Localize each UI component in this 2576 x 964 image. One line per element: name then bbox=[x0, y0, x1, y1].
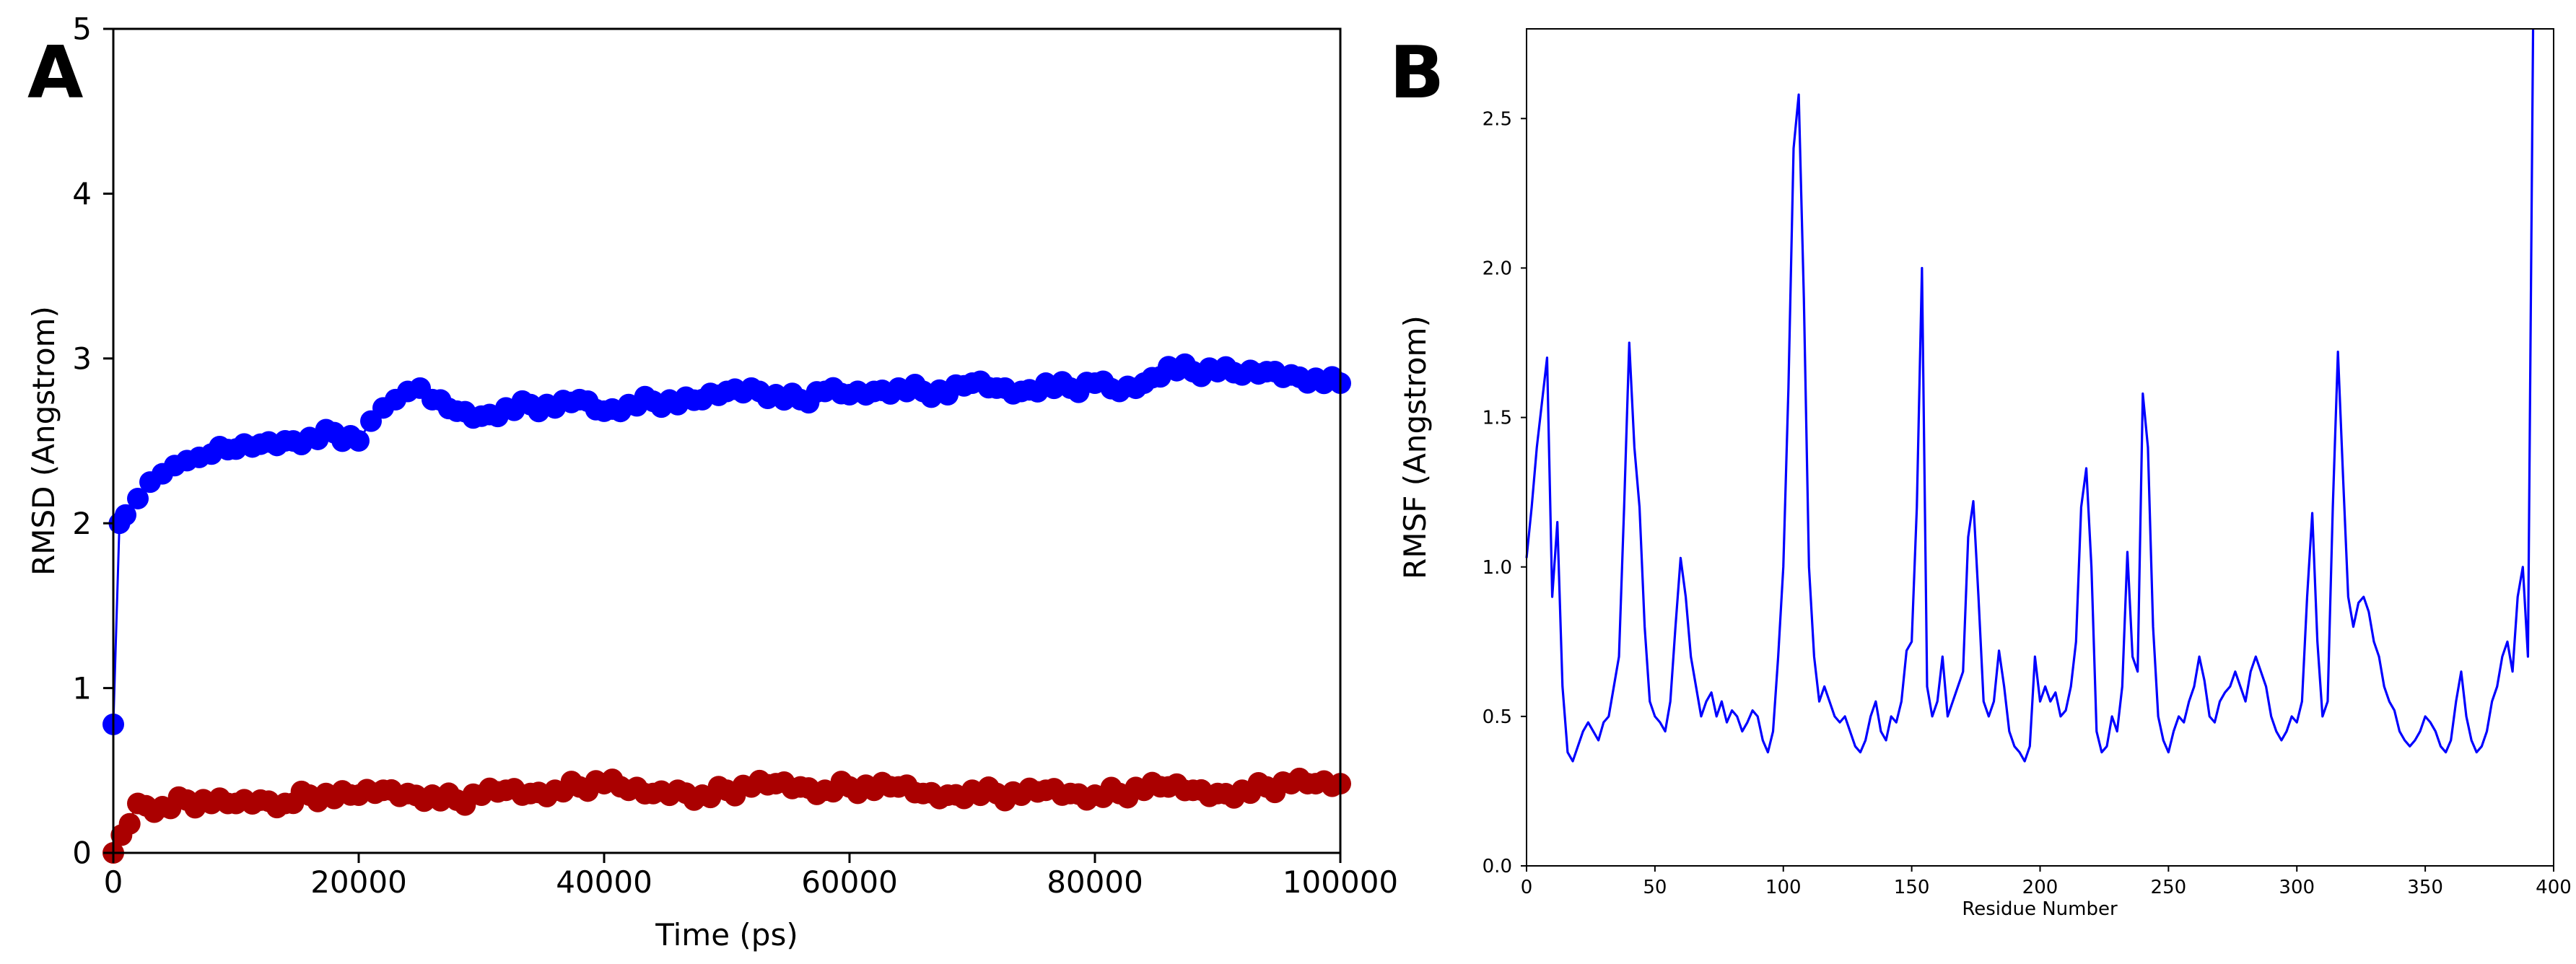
y-tick-label: 5 bbox=[72, 12, 92, 47]
series-red bbox=[102, 767, 1351, 864]
panel-a: A 0 20000 40000 60000 80000 100000 0 1 2 3 4 5 Tim… bbox=[26, 12, 1398, 952]
panel-b-series bbox=[1525, 28, 2535, 763]
panel-b-x-axis-label: Residue Number bbox=[1962, 898, 2118, 920]
data-point bbox=[348, 430, 370, 452]
series-line-blue bbox=[112, 365, 1341, 724]
y-tick-label: 1 bbox=[72, 670, 92, 706]
y-tick-label: 0 bbox=[72, 836, 92, 871]
y-tick-label: 4 bbox=[72, 176, 92, 211]
panel-a-y-axis-label: RMSD (Angstrom) bbox=[26, 306, 61, 576]
y-tick-label: 3 bbox=[72, 341, 92, 377]
x-tick-label: 60000 bbox=[801, 864, 898, 900]
panel-b: B 0 50 100 150 200 250 300 350 400 0.0 0.5 1.0 1.5 2… bbox=[1389, 28, 2572, 920]
panel-a-x-axis-label: Time (ps) bbox=[655, 917, 798, 952]
x-tick-label: 50 bbox=[1643, 877, 1667, 898]
x-tick-label: 250 bbox=[2151, 877, 2187, 898]
y-tick-label: 2 bbox=[72, 506, 92, 541]
series-blue bbox=[102, 353, 1351, 735]
series-line-RMSF bbox=[1525, 28, 2535, 763]
x-tick-label: 400 bbox=[2536, 877, 2572, 898]
x-tick-label: 200 bbox=[2022, 877, 2058, 898]
x-tick-label: 150 bbox=[1894, 877, 1930, 898]
panel-b-x-ticks: 0 50 100 150 200 250 300 350 400 bbox=[1521, 866, 2572, 898]
y-tick-label: 0.5 bbox=[1483, 706, 1512, 728]
panel-a-y-ticks: 0 1 2 3 4 5 bbox=[72, 12, 113, 871]
y-tick-label: 2.0 bbox=[1483, 258, 1512, 280]
x-tick-label: 40000 bbox=[556, 864, 652, 900]
x-tick-label: 0 bbox=[104, 864, 123, 900]
y-tick-label: 2.5 bbox=[1483, 108, 1512, 130]
x-tick-label: 350 bbox=[2407, 877, 2443, 898]
panel-label-a: A bbox=[27, 30, 83, 115]
y-tick-label: 1.5 bbox=[1483, 408, 1512, 429]
x-tick-label: 100000 bbox=[1283, 864, 1398, 900]
y-tick-label: 1.0 bbox=[1483, 557, 1512, 579]
x-tick-label: 80000 bbox=[1047, 864, 1143, 900]
panel-b-y-ticks: 0.0 0.5 1.0 1.5 2.0 2.5 bbox=[1483, 108, 1527, 877]
panel-b-y-axis-label: RMSF (Angstrom) bbox=[1397, 315, 1433, 579]
panel-a-plot-frame bbox=[112, 27, 1342, 854]
x-tick-label: 0 bbox=[1521, 877, 1533, 898]
x-tick-label: 300 bbox=[2279, 877, 2315, 898]
panel-label-b: B bbox=[1389, 30, 1444, 115]
x-tick-label: 100 bbox=[1765, 877, 1802, 898]
panel-a-x-ticks: 0 20000 40000 60000 80000 100000 bbox=[104, 853, 1398, 900]
x-tick-label: 20000 bbox=[310, 864, 407, 900]
data-point bbox=[118, 812, 141, 835]
panel-b-plot-frame bbox=[1526, 28, 2554, 867]
data-point bbox=[127, 487, 149, 509]
panel-a-series bbox=[102, 353, 1351, 864]
y-tick-label: 0.0 bbox=[1483, 856, 1512, 877]
data-point bbox=[115, 504, 136, 526]
